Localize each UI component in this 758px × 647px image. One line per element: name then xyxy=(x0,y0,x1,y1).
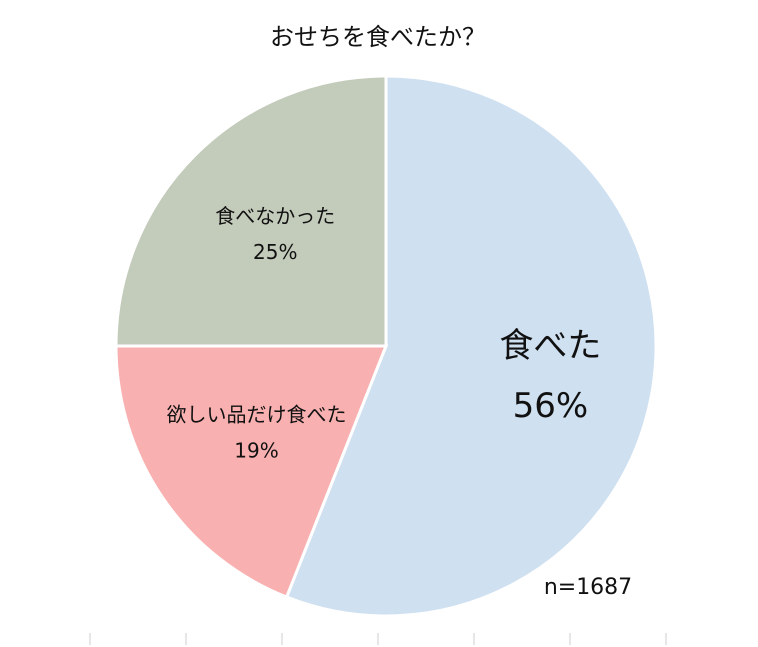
pie-slice xyxy=(114,74,388,348)
slice-label: 食べなかった xyxy=(215,204,335,228)
slice-label: 欲しい品だけ食べた xyxy=(166,403,346,427)
pie-slice xyxy=(114,344,389,599)
bottom-ticks xyxy=(89,633,667,645)
annotation: n=1687 xyxy=(544,575,632,600)
chart-title: おせちを食べたか？ xyxy=(270,23,486,51)
value-label: 19% xyxy=(234,439,278,463)
value-label: 25% xyxy=(253,240,297,264)
value-label: 56% xyxy=(513,386,589,426)
pie-slice xyxy=(284,74,658,618)
slice-label: 食べた xyxy=(499,326,601,366)
